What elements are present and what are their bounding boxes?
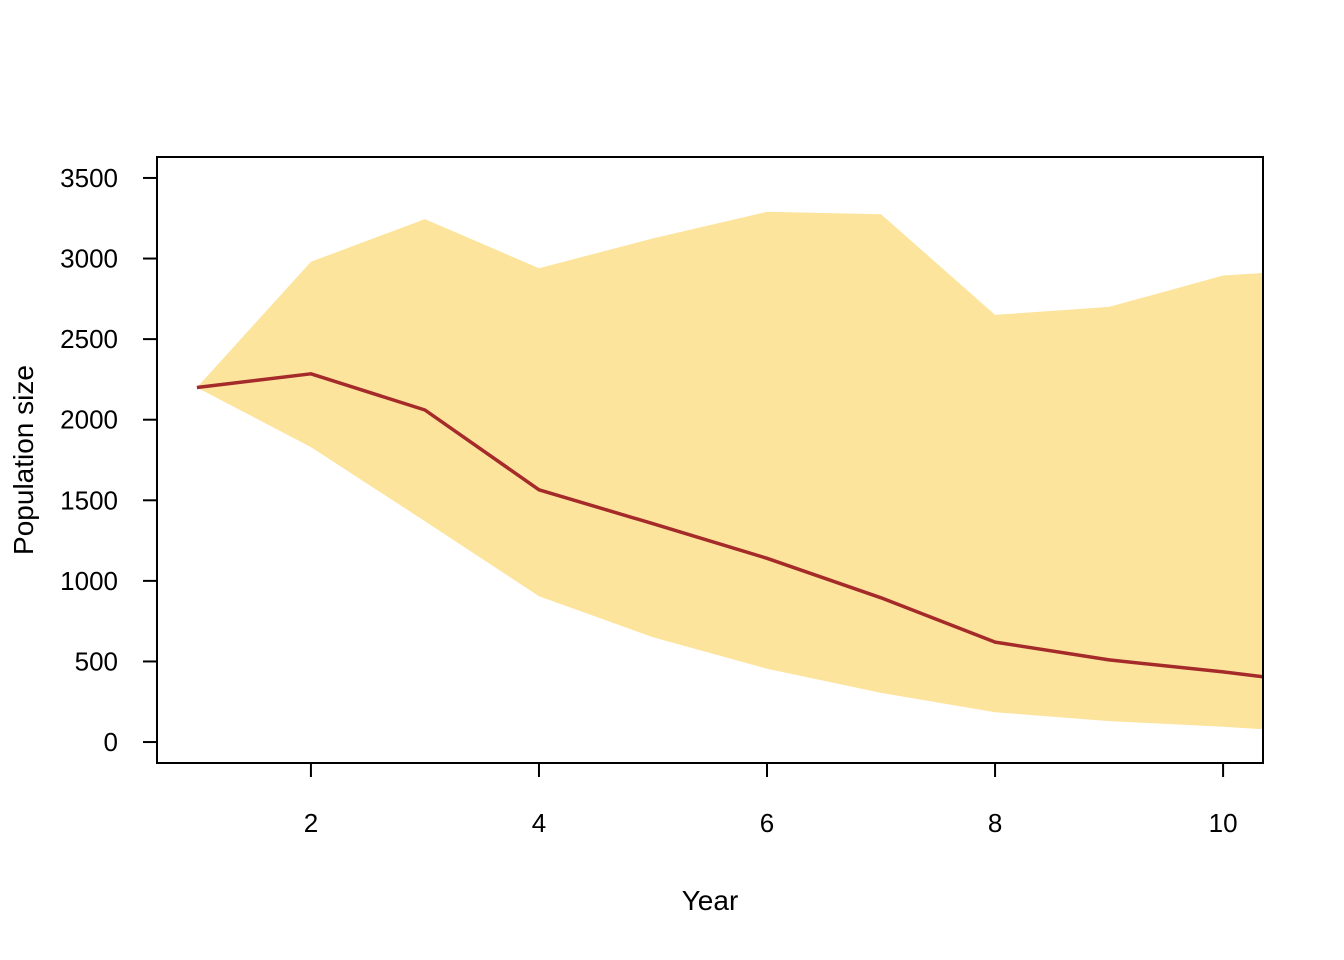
band-area <box>196 211 1263 730</box>
x-tick-label: 8 <box>988 808 1002 838</box>
y-axis: 0 500 1000 1500 2000 2500 3000 3500 <box>60 163 157 757</box>
y-tick-label: 2000 <box>60 405 118 435</box>
x-tick-label: 10 <box>1209 808 1238 838</box>
y-tick-label: 2500 <box>60 324 118 354</box>
y-tick-label: 0 <box>104 727 118 757</box>
y-tick-label: 3000 <box>60 244 118 274</box>
y-tick-label: 500 <box>75 646 118 676</box>
y-tick-label: 3500 <box>60 163 118 193</box>
uncertainty-band <box>196 211 1263 730</box>
plot-frame <box>156 156 1264 764</box>
x-tick-label: 4 <box>532 808 546 838</box>
y-tick-label: 1500 <box>60 485 118 515</box>
x-tick-label: 2 <box>304 808 318 838</box>
median-line <box>196 372 1263 679</box>
x-axis: 2 4 6 8 10 <box>304 763 1238 838</box>
x-axis-title: Year <box>682 885 739 916</box>
y-axis-title: Population size <box>8 365 39 555</box>
median-line-path <box>196 372 1263 679</box>
y-tick-label: 1000 <box>60 566 118 596</box>
x-tick-label: 6 <box>760 808 774 838</box>
